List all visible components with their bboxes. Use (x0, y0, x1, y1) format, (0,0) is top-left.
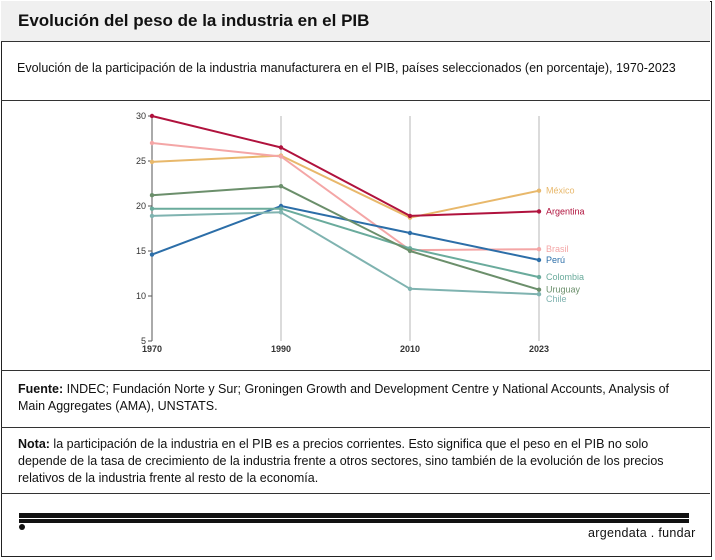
point-chile-2023 (536, 292, 542, 297)
series-label-argentina: Argentina (546, 206, 585, 216)
point-peru-2010 (407, 230, 413, 236)
series-line-chile (151, 211, 540, 296)
point-argentina-1970 (149, 113, 155, 119)
footnote: Nota: la participación de la industria e… (18, 436, 698, 487)
divider-top (1, 100, 710, 101)
divider-note (1, 493, 710, 494)
series-label-chile: Chile (546, 294, 567, 304)
point-colombia-2023 (536, 274, 542, 280)
series-line-mexico (151, 154, 540, 219)
source-label: Fuente: (18, 382, 64, 396)
point-peru-1970 (149, 252, 155, 257)
point-brasil-1970 (149, 140, 155, 146)
footer-bar-2 (19, 519, 689, 523)
point-brasil-2023 (536, 247, 542, 252)
divider-chart (1, 370, 710, 371)
point-chile-1970 (149, 213, 155, 219)
point-uruguay-1970 (149, 193, 155, 198)
series-label-uruguay: Uruguay (546, 285, 581, 295)
y-tick-label-15: 15 (136, 246, 146, 256)
point-mexico-1970 (149, 159, 155, 165)
series-label-colombia: Colombia (546, 272, 584, 282)
point-colombia-1970 (149, 206, 155, 211)
source-text: INDEC; Fundación Norte y Sur; Groningen … (18, 382, 669, 413)
point-argentina-2010 (407, 213, 413, 219)
point-chile-1990 (278, 210, 284, 215)
footer-bar-1 (19, 513, 689, 518)
series-label-peru: Perú (546, 255, 565, 265)
y-tick-label-30: 30 (136, 111, 146, 121)
line-chart: 5 10 15 20 25 30 1970 1990 2010 2023 México Argenti… (136, 111, 585, 354)
point-uruguay-2010 (407, 248, 413, 254)
x-tick-label-1990: 1990 (271, 344, 291, 354)
chart-subtitle: Evolución de la participación de la indu… (17, 61, 676, 75)
point-colombia-1990 (278, 206, 284, 211)
point-argentina-2023 (536, 209, 542, 214)
series-label-mexico: México (546, 186, 575, 196)
point-uruguay-2023 (536, 287, 542, 292)
y-tick-label-20: 20 (136, 201, 146, 211)
note-text: la participación de la industria en el P… (18, 437, 664, 485)
point-peru-2023 (536, 257, 542, 263)
x-tick-label-2010: 2010 (400, 344, 420, 354)
series-line-colombia (152, 207, 540, 279)
point-uruguay-1990 (278, 184, 284, 189)
chart-area: 5 10 15 20 25 30 1970 1990 2010 2023 México Argenti… (0, 105, 715, 370)
x-tick-label-2023: 2023 (529, 344, 549, 354)
series-line-brasil (151, 142, 540, 252)
title-bar: Evolución del peso de la industria en el… (1, 1, 710, 42)
note-label: Nota: (18, 437, 50, 451)
source-note: Fuente: INDEC; Fundación Norte y Sur; Gr… (18, 381, 698, 415)
divider-source (1, 427, 710, 428)
point-mexico-2023 (536, 188, 542, 193)
y-tick-label-10: 10 (136, 291, 146, 301)
page-title: Evolución del peso de la industria en el… (18, 11, 370, 30)
brand-logo-text: argendata . fundar (588, 526, 696, 540)
series-label-brasil: Brasil (546, 244, 569, 254)
series-line-argentina (151, 115, 540, 217)
y-tick-label-25: 25 (136, 156, 146, 166)
x-tick-label-1970: 1970 (142, 344, 162, 354)
footer-dot (19, 524, 25, 530)
point-chile-2010 (407, 286, 413, 291)
y-tick-label-5: 5 (141, 336, 146, 346)
point-brasil-1990 (278, 154, 284, 159)
point-argentina-1990 (278, 145, 284, 150)
series-line-uruguay (151, 185, 540, 291)
